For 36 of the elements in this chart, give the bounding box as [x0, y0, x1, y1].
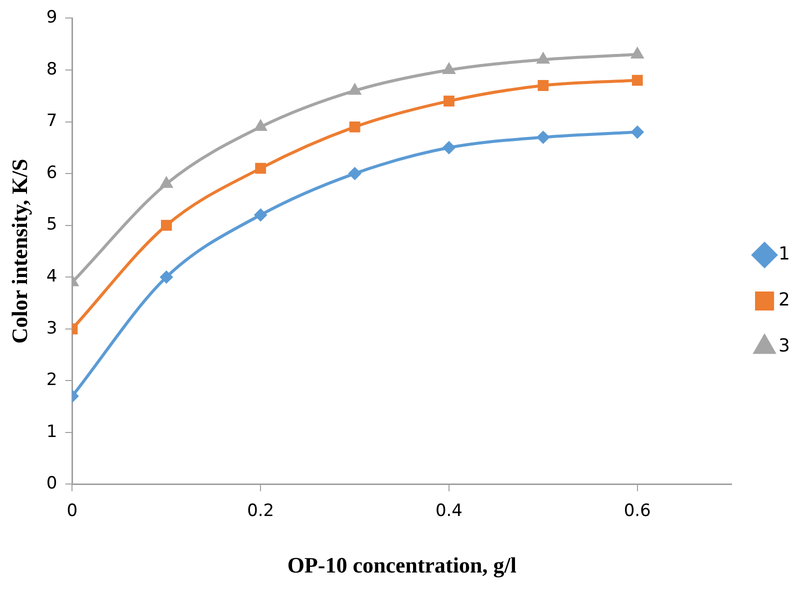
y-tick-label: 3 [46, 318, 58, 338]
x-axis-title: OP-10 concentration, g/l [287, 552, 516, 578]
point [536, 130, 550, 144]
point [160, 270, 173, 284]
legend-label: 3 [778, 336, 790, 357]
legend-label: 2 [778, 290, 790, 311]
point [630, 126, 644, 139]
y-tick-label: 9 [46, 8, 58, 28]
x-tick-label: 0.2 [247, 500, 274, 521]
point [254, 208, 268, 222]
point [632, 74, 643, 86]
point [255, 162, 266, 174]
y-tick-label: 4 [46, 266, 58, 287]
x-tick-label: 0.6 [624, 500, 651, 521]
point [442, 141, 456, 154]
y-tick-label: 6 [46, 162, 58, 183]
point [444, 96, 454, 106]
x-tick-label: 0 [66, 500, 78, 521]
y-tick-label: 7 [46, 111, 58, 132]
y-tick-label: 0 [46, 474, 58, 494]
point [348, 167, 362, 180]
point [348, 83, 362, 95]
y-axis-title: Color intensity, K/S [6, 158, 32, 344]
x-tick-label: 0.4 [435, 500, 462, 521]
point [536, 52, 550, 64]
y-tick-label: 2 [46, 370, 58, 390]
y-tick-label: 8 [46, 59, 58, 80]
point [349, 121, 360, 132]
y-tick-label: 1 [46, 422, 58, 442]
point [160, 220, 172, 231]
point [442, 62, 456, 74]
y-tick-label: 5 [46, 214, 58, 235]
point [630, 46, 644, 58]
point [254, 119, 268, 131]
point [538, 80, 549, 91]
legend-label: 1 [778, 244, 790, 265]
